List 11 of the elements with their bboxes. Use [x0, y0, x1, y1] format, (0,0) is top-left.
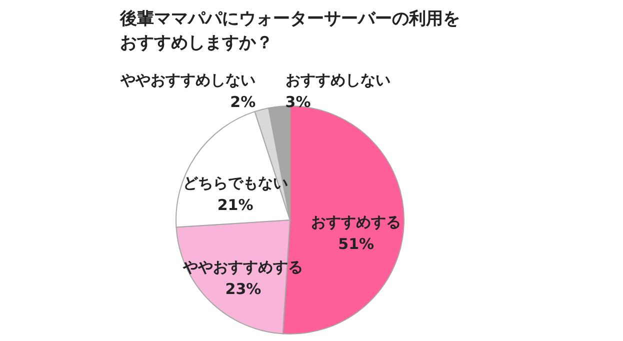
data-label: 2% [230, 93, 256, 111]
slice-label: おすすめする [311, 213, 402, 232]
data-label: 21% [217, 196, 254, 214]
data-label: 23% [225, 280, 262, 298]
chart-title: 後輩ママパパにウォーターサーバーの利用をおすすめしますか？ [119, 9, 460, 53]
data-label: 51% [338, 235, 374, 254]
slice-label: ややおすすめしない [120, 71, 256, 89]
data-label: 3% [285, 93, 311, 111]
slice-label: おすすめしない [285, 71, 390, 89]
slice-label: どちらでもない [182, 174, 288, 192]
slice-label: ややおすすめする [182, 258, 304, 276]
